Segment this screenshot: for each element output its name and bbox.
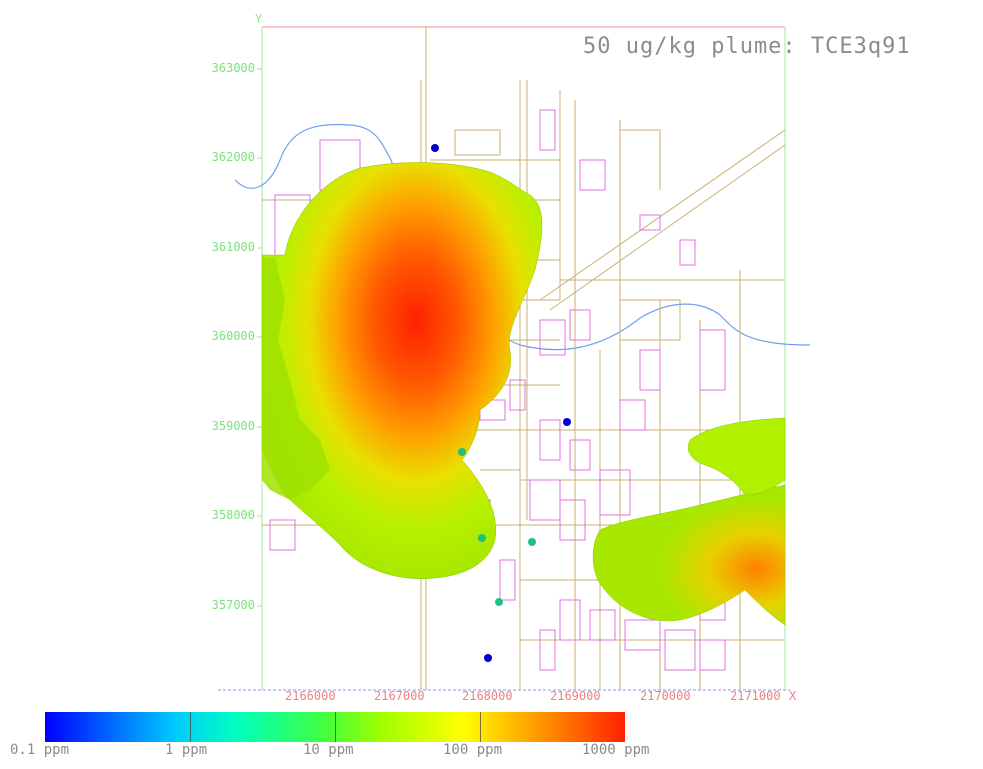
well-marker [478,534,486,542]
legend-label: 1 ppm [165,742,208,758]
legend-label: 0.1 ppm [10,742,70,758]
x-tick-label: 2168000 [462,689,513,703]
plume-main [261,162,543,579]
y-tick-label: 362000 [211,150,255,164]
y-tick-label: 361000 [211,240,255,254]
colorbar-divider [480,712,481,742]
well-marker [484,654,492,662]
monitoring-wells [431,144,571,662]
colorbar-divider [335,712,336,742]
y-tick-marks [257,68,262,607]
well-marker [563,418,571,426]
y-tick-label: 360000 [211,329,255,343]
legend-label: 1000 ppm [582,742,650,758]
x-tick-label: 2169000 [550,689,601,703]
x-tick-label: 2171000 [730,689,781,703]
map-title: 50 ug/kg plume: TCE3q91 [583,34,911,59]
x-tick-label: 2170000 [640,689,691,703]
x-tick-label: 2166000 [285,689,336,703]
plume-southeast [592,484,786,626]
y-tick-label: 358000 [211,508,255,522]
x-axis-letter: X [789,689,797,703]
plume-fringe [262,258,330,500]
concentration-colorbar [45,712,625,742]
plume-east [687,417,786,496]
well-marker [458,448,466,456]
y-tick-label: 359000 [211,419,255,433]
y-axis-letter: Y [255,12,263,26]
y-tick-label: 363000 [211,61,255,75]
well-marker [528,538,536,546]
colorbar-divider [190,712,191,742]
well-marker [495,598,503,606]
x-tick-label: 2167000 [374,689,425,703]
y-tick-label: 357000 [211,598,255,612]
legend-label: 10 ppm [303,742,354,758]
well-marker [431,144,439,152]
legend-label: 100 ppm [443,742,503,758]
